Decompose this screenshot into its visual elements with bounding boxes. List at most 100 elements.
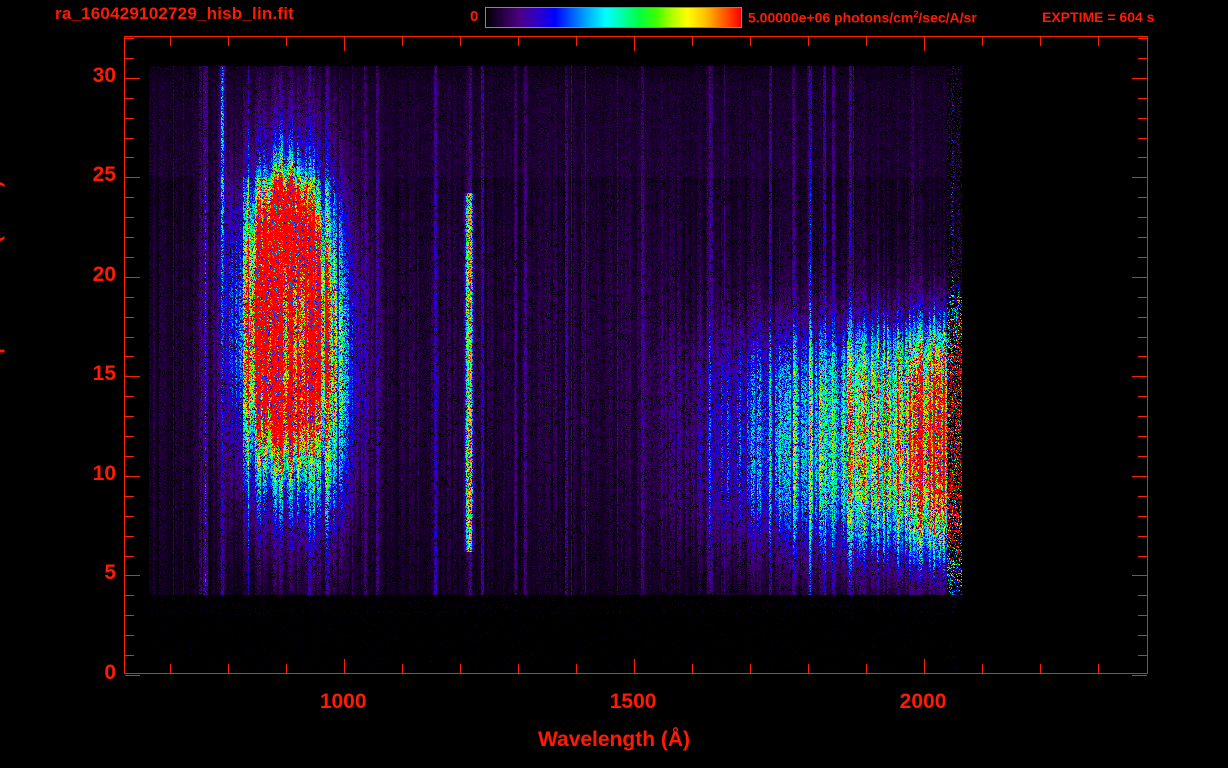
y-tick-28	[125, 117, 134, 119]
y-tick-11	[125, 456, 134, 458]
x-tick-top-2000	[924, 37, 926, 51]
y-tick-right-30	[1132, 77, 1147, 79]
y-tick-right-28	[1138, 117, 1147, 119]
x-tick-top-1800	[808, 37, 810, 46]
x-tick-1800	[808, 664, 810, 673]
y-tick-7	[125, 535, 134, 537]
y-tick-right-11	[1138, 456, 1147, 458]
x-tick-top-900	[286, 37, 288, 46]
x-tick-top-1300	[518, 37, 520, 46]
x-tick-label-1000: 1000	[319, 690, 367, 713]
x-tick-top-1100	[402, 37, 404, 46]
y-tick-label-5: 5	[104, 561, 116, 585]
x-tick-top-2300	[1097, 37, 1099, 46]
x-tick-1500	[634, 659, 636, 673]
y-tick-right-7	[1138, 535, 1147, 537]
x-tick-2100	[982, 664, 983, 673]
plot-area	[125, 37, 1147, 673]
y-tick-right-9	[1138, 495, 1147, 497]
y-tick-label-15: 15	[92, 362, 116, 386]
x-tick-900	[286, 664, 288, 673]
y-tick-21	[125, 256, 134, 258]
y-tick-26	[125, 157, 134, 159]
y-tick-right-15	[1132, 376, 1147, 378]
y-tick-22	[125, 237, 134, 239]
y-tick-right-10	[1132, 475, 1147, 477]
x-tick-top-2200	[1039, 37, 1041, 46]
x-tick-1300	[518, 664, 520, 673]
y-tick-right-6	[1138, 555, 1147, 557]
y-tick-right-21	[1138, 256, 1147, 258]
y-tick-right-32	[1138, 37, 1147, 39]
x-axis-title: Wavelength (Å)	[537, 728, 691, 751]
y-tick-6	[125, 555, 134, 557]
y-tick-30	[125, 77, 140, 79]
y-tick-29	[125, 97, 134, 99]
colorbar-units-prefix: photons/cm	[834, 9, 914, 26]
y-tick-right-17	[1138, 336, 1147, 338]
y-tick-23	[125, 217, 134, 219]
y-tick-right-0	[1132, 675, 1147, 676]
y-tick-31	[125, 57, 134, 59]
y-tick-right-2	[1138, 635, 1147, 637]
y-tick-right-25	[1132, 177, 1147, 179]
y-tick-18	[125, 316, 134, 318]
x-tick-top-1200	[460, 37, 462, 46]
x-tick-1600	[692, 664, 694, 673]
y-tick-label-20: 20	[92, 262, 116, 286]
y-tick-right-4	[1138, 595, 1147, 597]
y-tick-9	[125, 495, 134, 497]
x-tick-top-1700	[750, 37, 752, 46]
x-tick-1900	[866, 664, 868, 673]
colorbar-max-label: 5.00000e+06 photons/cm2/sec/A/sr	[748, 9, 977, 26]
y-tick-8	[125, 515, 134, 517]
spectrogram-image	[125, 37, 1147, 673]
x-tick-700	[170, 664, 172, 673]
y-tick-13	[125, 416, 134, 418]
y-tick-right-26	[1138, 157, 1147, 159]
x-tick-top-1000	[344, 37, 346, 51]
y-tick-32	[125, 37, 134, 39]
colorbar	[485, 7, 742, 28]
x-tick-1700	[750, 664, 752, 673]
x-tick-1000	[344, 659, 346, 673]
y-tick-10	[125, 475, 140, 477]
y-tick-14	[125, 396, 134, 398]
y-tick-right-5	[1132, 575, 1147, 577]
x-tick-1400	[576, 664, 578, 673]
x-tick-1100	[402, 664, 404, 673]
colorbar-max-value: 5.00000e+06	[748, 9, 831, 26]
y-tick-4	[125, 595, 134, 597]
y-tick-right-22	[1138, 237, 1147, 239]
y-tick-1	[125, 655, 134, 657]
y-tick-5	[125, 575, 140, 577]
y-tick-25	[125, 177, 140, 179]
x-tick-top-1500	[634, 37, 636, 51]
page-title: ra_160429102729_hisb_lin.fit	[55, 4, 295, 23]
x-tick-top-700	[170, 37, 172, 46]
x-tick-top-1400	[576, 37, 578, 46]
y-tick-15	[125, 376, 140, 378]
y-tick-right-31	[1138, 57, 1147, 59]
y-axis-title: Spatial Row (Pixel)	[0, 180, 5, 368]
y-tick-20	[125, 276, 140, 278]
y-tick-12	[125, 436, 134, 438]
y-tick-right-3	[1138, 615, 1147, 617]
y-tick-0	[125, 675, 140, 676]
y-tick-3	[125, 615, 134, 617]
x-tick-800	[228, 664, 230, 673]
y-tick-right-12	[1138, 436, 1147, 438]
x-tick-top-1600	[692, 37, 694, 46]
colorbar-min-label: 0	[470, 8, 479, 25]
colorbar-units-suffix: /sec/A/sr	[918, 9, 977, 26]
y-tick-right-13	[1138, 416, 1147, 418]
y-tick-16	[125, 356, 134, 358]
y-tick-24	[125, 197, 134, 199]
x-tick-2300	[1097, 664, 1099, 673]
x-tick-label-2000: 2000	[899, 690, 947, 713]
x-tick-top-2100	[982, 37, 983, 46]
x-tick-2000	[924, 659, 926, 673]
y-tick-2	[125, 635, 134, 637]
y-tick-27	[125, 137, 134, 139]
x-tick-2200	[1039, 664, 1041, 673]
